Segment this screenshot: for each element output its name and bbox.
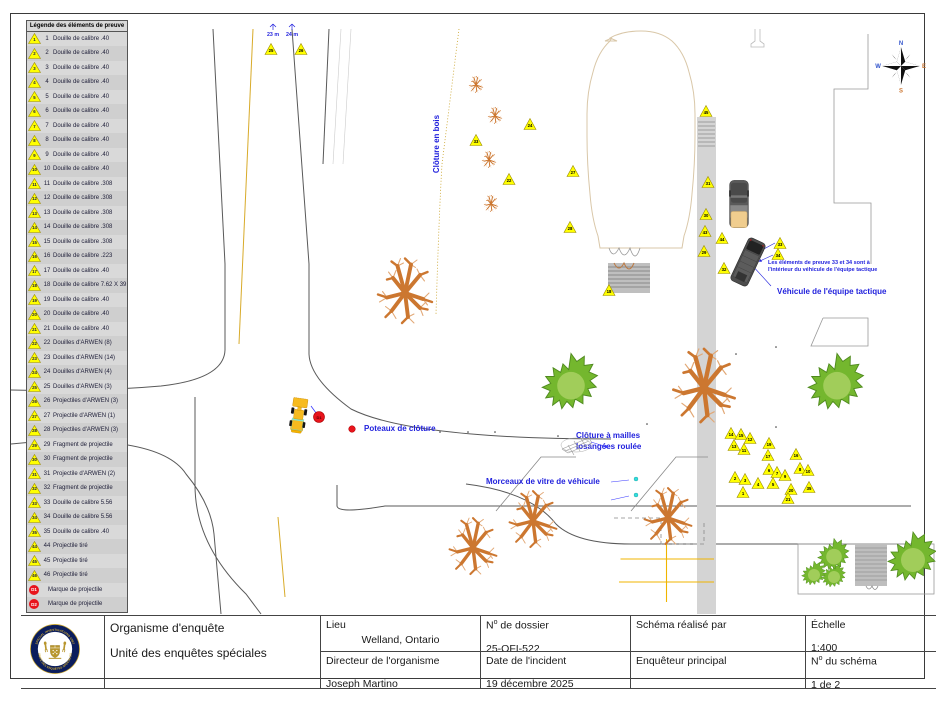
svg-text:18: 18 xyxy=(607,289,612,294)
svg-text:29: 29 xyxy=(702,250,707,255)
svg-text:44: 44 xyxy=(720,237,725,242)
svg-text:19: 19 xyxy=(767,442,772,447)
svg-text:10: 10 xyxy=(806,469,811,474)
svg-text:11: 11 xyxy=(742,448,747,453)
svg-text:21: 21 xyxy=(786,497,791,502)
svg-text:24: 24 xyxy=(528,123,533,128)
svg-text:34: 34 xyxy=(776,253,781,258)
svg-text:30: 30 xyxy=(704,213,709,218)
svg-text:13: 13 xyxy=(732,444,737,449)
svg-text:45: 45 xyxy=(704,110,709,115)
svg-text:Poteaux de clôture: Poteaux de clôture xyxy=(364,424,436,433)
svg-text:20: 20 xyxy=(789,488,794,493)
svg-text:15: 15 xyxy=(739,433,744,438)
svg-text:Clôture à mailles: Clôture à mailles xyxy=(576,431,641,440)
svg-text:33: 33 xyxy=(778,242,783,247)
svg-text:23 m: 23 m xyxy=(267,32,279,38)
svg-text:25: 25 xyxy=(269,48,274,53)
svg-text:Clôture en bois: Clôture en bois xyxy=(432,114,441,173)
svg-text:35: 35 xyxy=(807,486,812,491)
svg-text:24 m: 24 m xyxy=(286,32,298,38)
svg-text:17: 17 xyxy=(766,454,771,459)
svg-text:Morceaux de vitre de véhicule: Morceaux de vitre de véhicule xyxy=(486,477,600,486)
svg-text:l'intérieur du véhicule de l'é: l'intérieur du véhicule de l'équipe tact… xyxy=(768,267,877,273)
svg-text:28: 28 xyxy=(568,226,573,231)
svg-text:32: 32 xyxy=(722,267,727,272)
svg-text:22: 22 xyxy=(507,178,512,183)
svg-text:12: 12 xyxy=(748,437,753,442)
svg-text:D1: D1 xyxy=(316,415,322,420)
svg-text:Les éléments de preuve 33 et 3: Les éléments de preuve 33 et 34 sont à xyxy=(768,260,871,266)
svg-text:14: 14 xyxy=(729,432,734,437)
svg-text:33: 33 xyxy=(474,139,479,144)
svg-text:16: 16 xyxy=(794,453,799,458)
svg-text:31: 31 xyxy=(706,181,711,186)
svg-text:43: 43 xyxy=(703,230,708,235)
svg-text:27: 27 xyxy=(571,170,576,175)
svg-text:26: 26 xyxy=(299,48,304,53)
svg-text:Véhicule de l'équipe tactique: Véhicule de l'équipe tactique xyxy=(777,287,887,296)
